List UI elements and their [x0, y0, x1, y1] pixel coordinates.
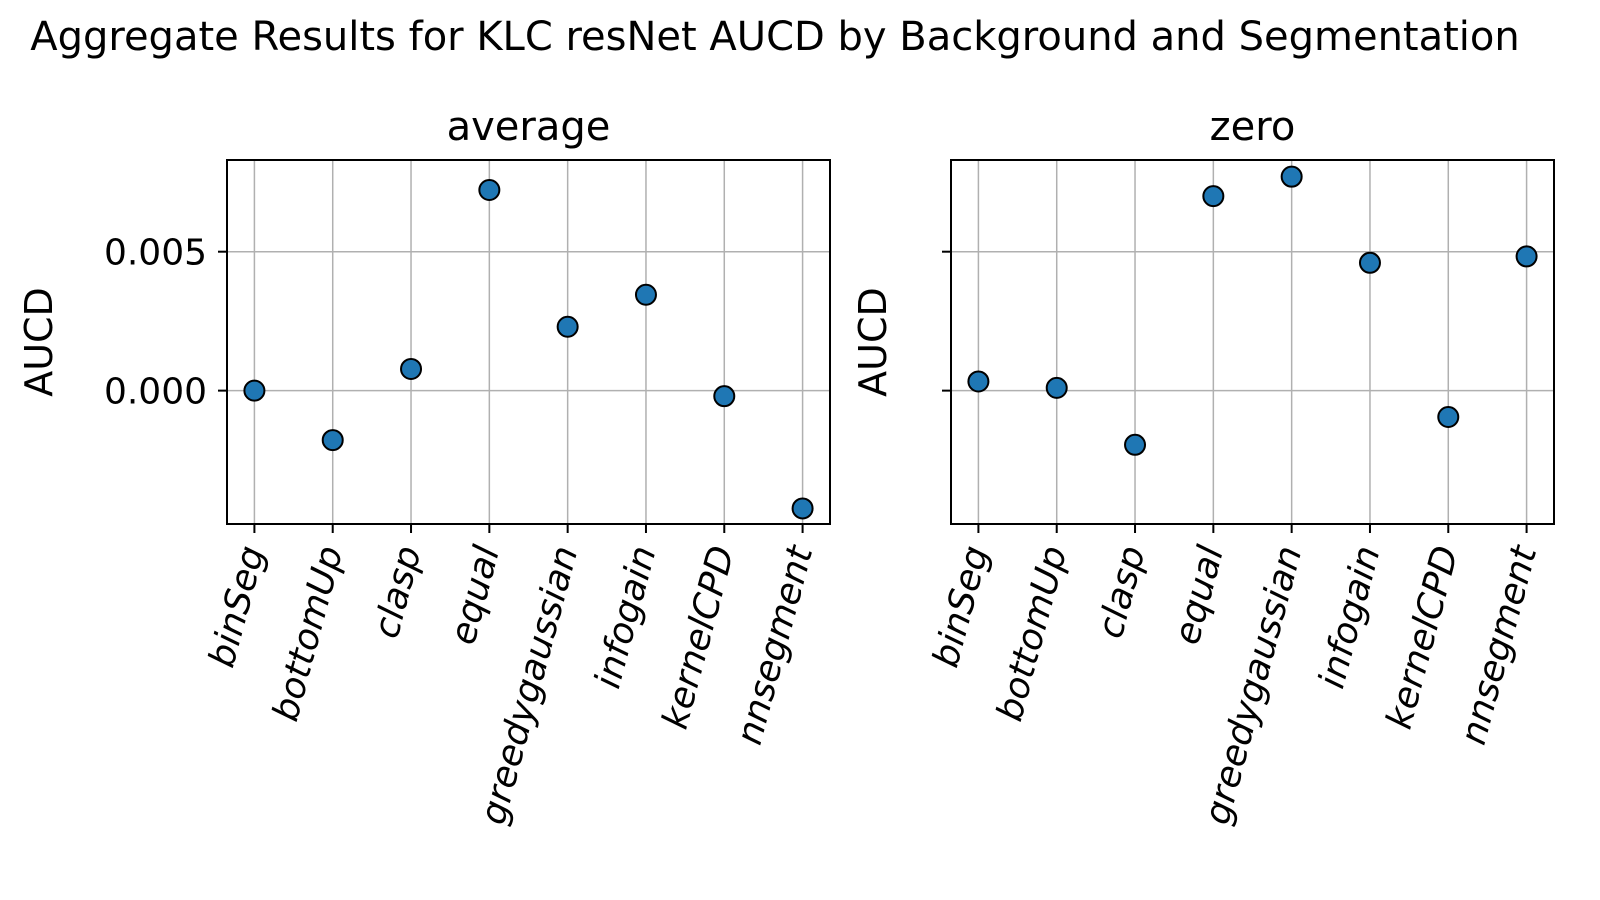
y-axis-label: AUCD — [17, 287, 61, 397]
data-point-equal — [478, 179, 501, 202]
panel-title: average — [447, 104, 611, 150]
panel-title: zero — [1210, 104, 1296, 150]
y-tick-label: 0.005 — [104, 233, 207, 274]
data-point-clasp — [1124, 433, 1147, 456]
x-tick-label: clasp — [366, 542, 430, 643]
data-point-kernelCPD — [713, 385, 736, 408]
x-tick-label: bottomUp — [989, 542, 1075, 726]
data-point-equal — [1202, 185, 1225, 208]
x-tick-label: binSeg — [202, 542, 274, 672]
x-tick-label: kernelCPD — [655, 542, 743, 734]
data-point-clasp — [400, 357, 423, 380]
axes-frame — [226, 159, 831, 525]
x-tick-label: nnsegment — [729, 540, 822, 749]
x-tick-label: nnsegment — [1453, 540, 1546, 749]
data-point-bottomUp — [321, 429, 344, 452]
data-point-greedygaussian — [556, 315, 579, 338]
data-point-binSeg — [243, 379, 266, 402]
y-tick-label: 0.000 — [104, 372, 207, 413]
x-tick-label: clasp — [1090, 542, 1154, 643]
data-point-nnsegment — [1515, 245, 1538, 268]
x-tick-label: infogain — [587, 542, 664, 693]
x-tick-label: infogain — [1311, 542, 1388, 693]
y-axis-label: AUCD — [851, 287, 895, 397]
x-tick-label: kernelCPD — [1379, 542, 1467, 734]
data-point-infogain — [634, 283, 657, 306]
x-tick-label: equal — [1167, 542, 1232, 649]
x-tick-label: bottomUp — [265, 542, 351, 726]
data-point-infogain — [1358, 251, 1381, 274]
data-point-greedygaussian — [1280, 165, 1303, 188]
data-point-nnsegment — [791, 497, 814, 520]
data-point-kernelCPD — [1437, 406, 1460, 429]
figure-title: Aggregate Results for KLC resNet AUCD by… — [30, 14, 1520, 60]
x-tick-label: equal — [443, 542, 508, 649]
x-tick-label: binSeg — [926, 542, 998, 672]
data-point-bottomUp — [1045, 376, 1068, 399]
axes-frame — [950, 159, 1555, 525]
data-point-binSeg — [967, 370, 990, 393]
